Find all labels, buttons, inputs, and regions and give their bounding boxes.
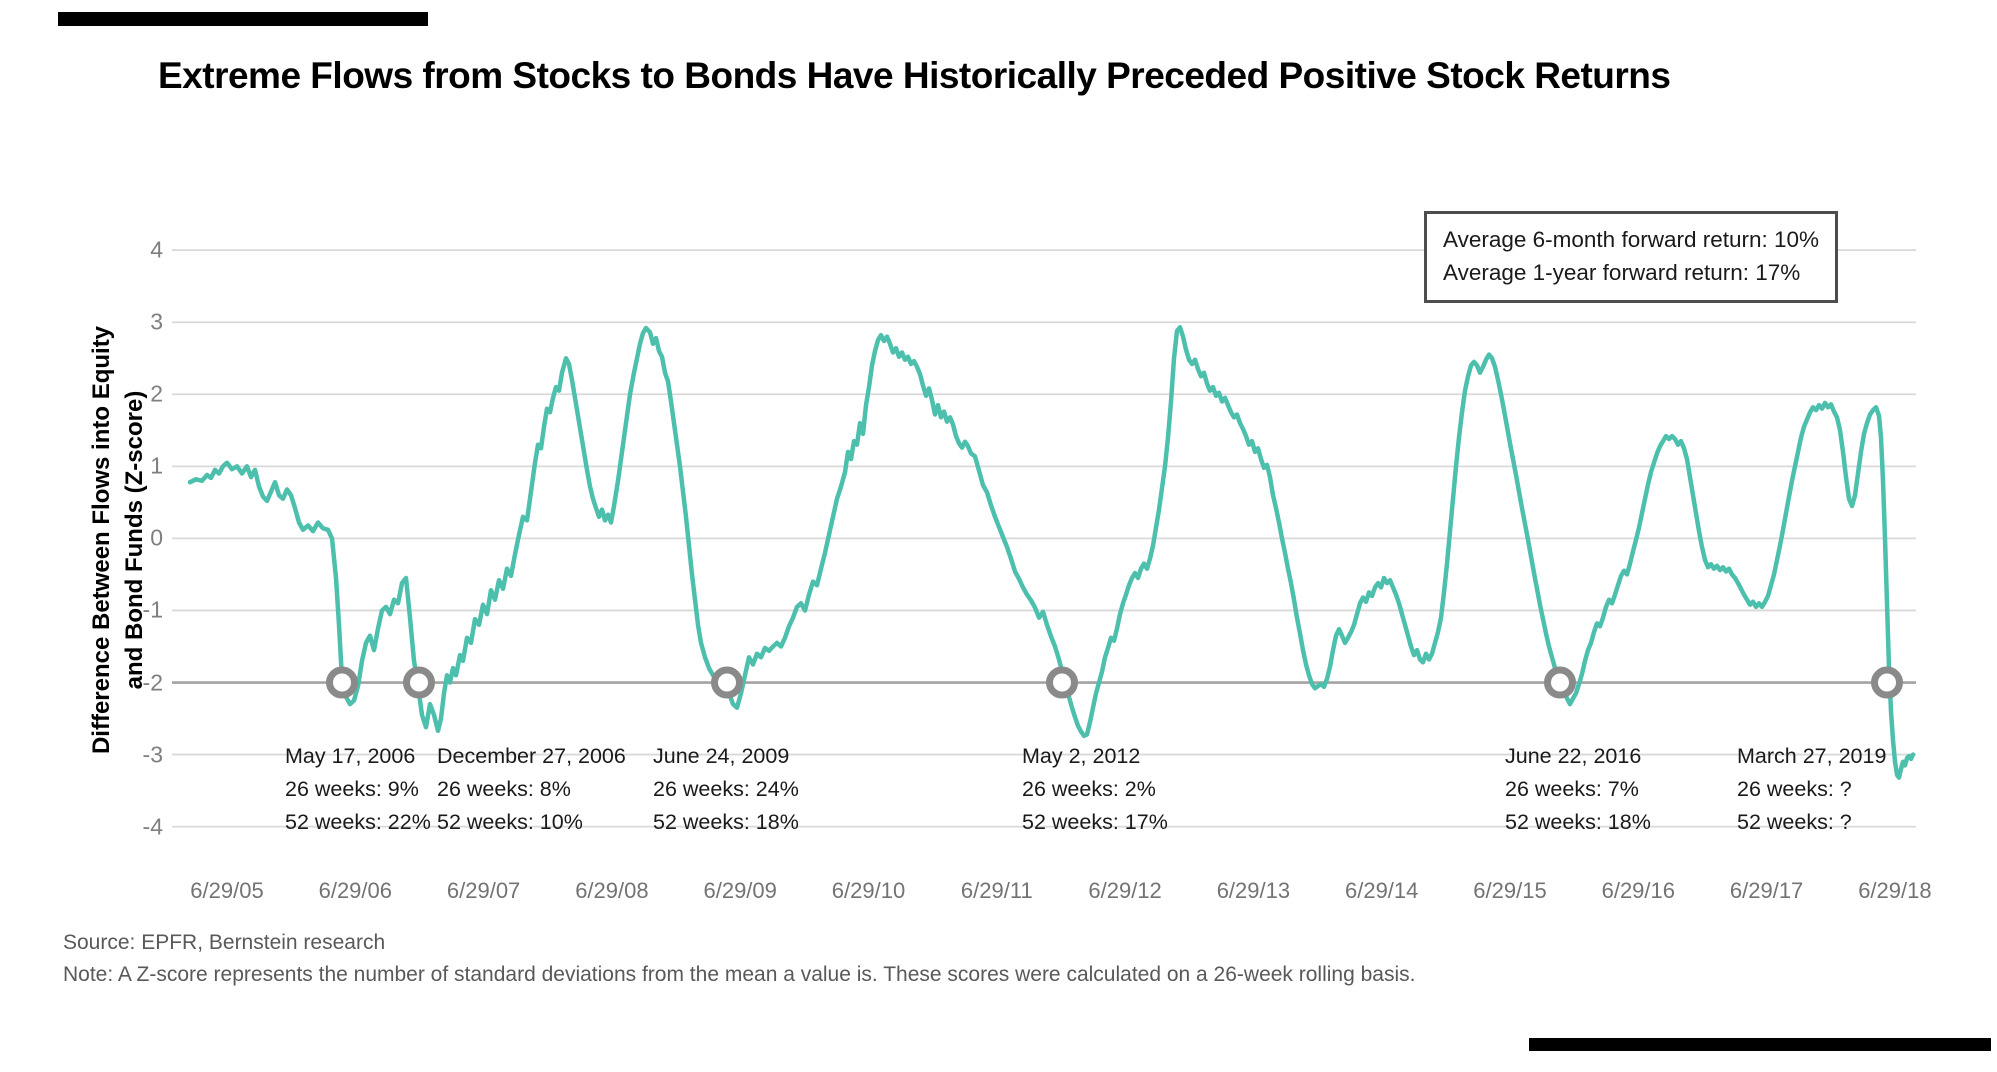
y-tick-label: -3 [142, 741, 163, 768]
x-tick-label: 6/29/13 [1216, 878, 1291, 903]
deco-bar-top-left [58, 12, 428, 26]
annotation-26wk-return: 26 weeks: ? [1737, 777, 1852, 801]
y-tick-label: 3 [150, 308, 163, 335]
x-tick-label: 6/29/10 [831, 878, 906, 903]
x-tick-label: 6/29/08 [575, 878, 649, 903]
annotation-date: December 27, 2006 [437, 744, 626, 768]
x-tick-label: 6/29/12 [1088, 878, 1162, 903]
y-tick-label: -2 [142, 669, 163, 696]
extreme-flow-marker [1871, 666, 1903, 699]
annotation-26wk-return: 26 weeks: 24% [653, 777, 799, 801]
event-annotation: March 27, 2019 26 weeks: ? 52 weeks: ? [1737, 740, 1886, 839]
x-tick-label: 6/29/11 [960, 878, 1033, 903]
event-annotation: May 17, 2006 26 weeks: 9% 52 weeks: 22% [285, 740, 431, 839]
annotation-52wk-return: 52 weeks: 18% [1505, 810, 1651, 834]
annotation-52wk-return: 52 weeks: 17% [1022, 810, 1168, 834]
y-tick-label: 2 [150, 380, 163, 407]
note-text: Note: A Z-score represents the number of… [63, 963, 1416, 986]
zscore-line-series [187, 325, 1916, 780]
x-tick-label: 6/29/18 [1858, 878, 1932, 903]
event-annotation: June 22, 2016 26 weeks: 7% 52 weeks: 18% [1505, 740, 1651, 839]
annotation-52wk-return: 52 weeks: 10% [437, 810, 583, 834]
annotation-date: June 22, 2016 [1505, 744, 1642, 768]
annotation-52wk-return: 52 weeks: ? [1737, 810, 1852, 834]
annotation-date: June 24, 2009 [653, 744, 790, 768]
y-tick-label: 4 [150, 236, 163, 263]
extreme-flow-marker [1046, 666, 1078, 699]
x-tick-label: 6/29/09 [703, 878, 777, 903]
forward-return-legend-box: Average 6-month forward return: 10% Aver… [1424, 211, 1839, 303]
event-annotation: June 24, 2009 26 weeks: 24% 52 weeks: 18% [653, 740, 799, 839]
x-tick-label: 6/29/16 [1601, 878, 1675, 903]
y-tick-label: -4 [142, 813, 163, 840]
event-annotation: December 27, 2006 26 weeks: 8% 52 weeks: 1… [437, 740, 626, 839]
annotation-26wk-return: 26 weeks: 9% [285, 777, 419, 801]
annotation-date: March 27, 2019 [1737, 744, 1887, 768]
extreme-flow-marker [403, 666, 435, 699]
extreme-flow-marker [326, 666, 358, 699]
annotation-52wk-return: 52 weeks: 18% [653, 810, 799, 834]
x-tick-label: 6/29/15 [1473, 878, 1547, 903]
deco-bar-bottom-right [1529, 1038, 1991, 1051]
legend-line-6month: Average 6-month forward return: 10% [1443, 227, 1820, 252]
legend-line-1year: Average 1-year forward return: 17% [1443, 260, 1801, 285]
annotation-date: May 17, 2006 [285, 744, 416, 768]
y-tick-label: 1 [150, 452, 163, 479]
x-tick-label: 6/29/17 [1729, 878, 1804, 903]
page-title: Extreme Flows from Stocks to Bonds Have … [158, 55, 1671, 96]
extreme-flow-marker [711, 666, 743, 699]
annotation-26wk-return: 26 weeks: 8% [437, 777, 571, 801]
annotation-date: May 2, 2012 [1022, 744, 1141, 768]
y-tick-label: -1 [142, 596, 163, 623]
annotation-26wk-return: 26 weeks: 7% [1505, 777, 1639, 801]
y-tick-label: 0 [150, 524, 163, 551]
annotation-52wk-return: 52 weeks: 22% [285, 810, 431, 834]
source-text: Source: EPFR, Bernstein research [63, 931, 386, 954]
annotation-26wk-return: 26 weeks: 2% [1022, 777, 1156, 801]
x-tick-label: 6/29/14 [1344, 878, 1419, 903]
extreme-flow-marker [1544, 666, 1576, 699]
event-annotation: May 2, 2012 26 weeks: 2% 52 weeks: 17% [1022, 740, 1168, 839]
x-tick-label: 6/29/07 [446, 878, 521, 903]
x-tick-label: 6/29/06 [318, 878, 392, 903]
x-tick-label: 6/29/05 [190, 878, 264, 903]
